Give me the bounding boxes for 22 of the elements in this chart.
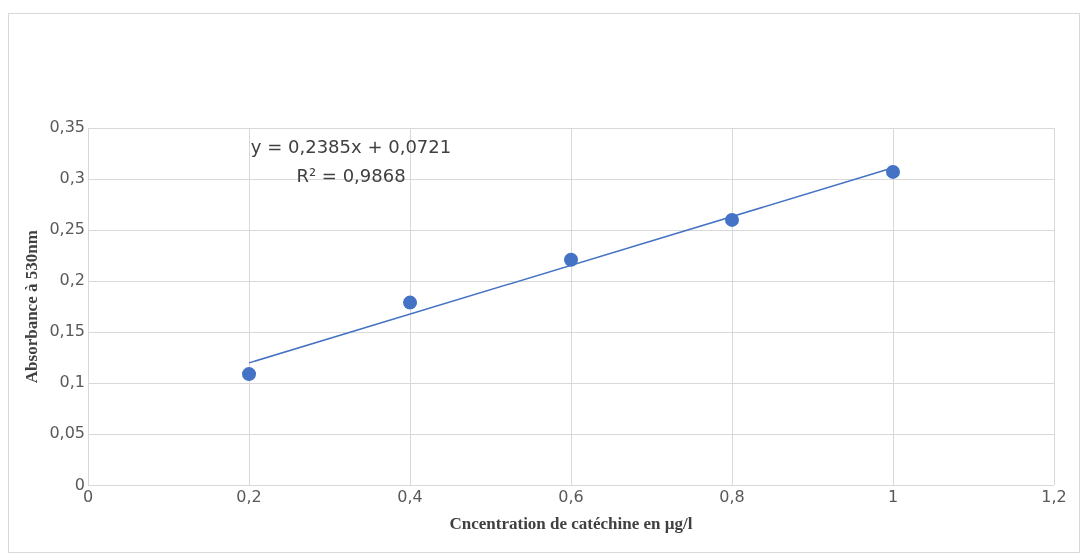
annotation: y = 0,2385x + 0,0721 xyxy=(250,135,452,157)
y-tick-label: 0,25 xyxy=(49,219,86,239)
y-axis-title: Absorbance à 530nm xyxy=(21,230,41,384)
x-tick-label: 0,6 xyxy=(558,487,584,507)
y-tick-label: 0,2 xyxy=(59,270,86,290)
y-tick-label: 0,35 xyxy=(49,117,86,137)
point xyxy=(886,164,900,179)
x-tick-label: 0,2 xyxy=(236,487,262,507)
y-tick-label: 0,15 xyxy=(49,321,86,341)
x-tick-label: 0,4 xyxy=(397,487,423,507)
point xyxy=(242,367,257,382)
y-tick-label: 0,3 xyxy=(59,168,86,188)
x-tick-label: 0,8 xyxy=(719,487,745,507)
y-tick-label: 0,05 xyxy=(49,423,86,443)
y-tick-label: 0,1 xyxy=(59,372,86,392)
annotation: R² = 0,9868 xyxy=(296,164,406,186)
x-tick-label: 1 xyxy=(887,487,899,507)
point xyxy=(564,252,579,267)
x-tick-label: 1,2 xyxy=(1041,487,1067,507)
point xyxy=(725,212,740,227)
x-axis-title: Cncentration de catéchine en µg/l xyxy=(449,514,693,534)
point xyxy=(403,295,418,310)
